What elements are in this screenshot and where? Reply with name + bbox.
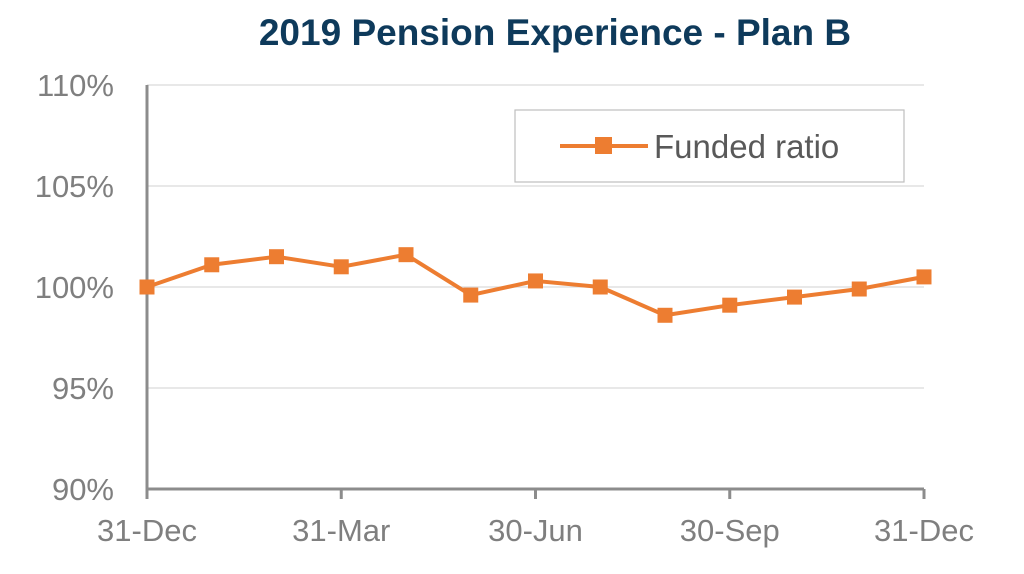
x-tick-label: 30-Sep [680,513,780,548]
legend-label: Funded ratio [654,128,839,165]
data-point [592,279,608,295]
data-point [787,289,802,305]
legend-marker-swatch [595,137,612,154]
data-point [204,257,220,273]
data-point [851,281,867,297]
y-tick-label: 100% [35,270,114,305]
axes [145,85,926,499]
data-point [398,247,414,263]
y-tick-label: 95% [52,371,114,406]
data-point [916,269,932,285]
legend: Funded ratio [514,109,905,183]
series-layer [139,247,932,323]
y-tick-label: 105% [35,169,114,204]
data-point [463,287,479,303]
chart-title: 2019 Pension Experience - Plan B [258,12,852,53]
x-tick-label: 31-Dec [97,513,197,548]
data-point [528,273,543,289]
data-point [657,307,673,323]
data-point [139,279,155,295]
x-tick-label: 31-Dec [874,513,974,548]
y-tick-label: 90% [52,472,114,507]
data-point [269,249,284,265]
data-point [333,259,349,275]
y-tick-label: 110% [37,68,114,103]
y-axis-labels: 90% 95% 100% 105% 110% [35,68,114,507]
x-tick-label: 31-Mar [292,513,390,548]
x-axis-labels: 31-Dec 31-Mar 30-Jun 30-Sep 31-Dec [97,513,974,548]
data-point [722,297,738,313]
x-tick-label: 30-Jun [488,513,583,548]
